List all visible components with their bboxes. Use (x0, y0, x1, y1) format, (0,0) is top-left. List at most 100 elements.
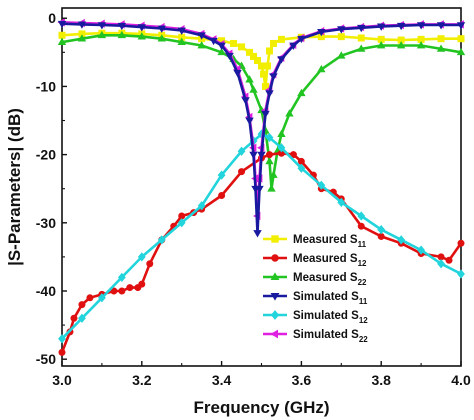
series-simulated-s12 (58, 129, 465, 344)
point-simulated-s11 (225, 52, 234, 61)
point-measured-s22 (245, 75, 254, 83)
point-simulated-s12 (78, 313, 86, 323)
point-simulated-s12 (97, 293, 106, 303)
y-tick-label: -50 (36, 351, 56, 367)
point-simulated-s11 (255, 185, 264, 194)
legend-label-subscript: 11 (358, 240, 367, 249)
point-measured-s12 (357, 222, 365, 230)
point-simulated-s11 (241, 97, 250, 105)
point-simulated-s11 (289, 42, 298, 50)
legend-label-subscript: 12 (359, 316, 368, 325)
point-simulated-s12 (217, 170, 226, 180)
x-tick-label: 4.0 (451, 372, 471, 388)
point-simulated-s11 (245, 117, 254, 125)
point-simulated-s11 (177, 27, 186, 35)
legend-swatch-marker (270, 272, 280, 281)
point-simulated-s12 (177, 218, 186, 228)
point-measured-s22 (396, 41, 406, 49)
point-simulated-s12 (197, 201, 206, 211)
point-simulated-s11 (253, 230, 262, 238)
legend-label: Simulated S11 (293, 291, 368, 306)
y-tick-label: -20 (36, 147, 56, 163)
point-measured-s11 (337, 33, 345, 41)
point-measured-s11 (254, 57, 262, 65)
point-simulated-s11 (137, 24, 146, 32)
point-measured-s22 (416, 41, 426, 49)
point-simulated-s11 (261, 110, 270, 119)
y-tick-label: 0 (48, 10, 56, 26)
point-simulated-s11 (197, 32, 206, 40)
point-measured-s12 (118, 287, 126, 295)
point-measured-s22 (265, 156, 274, 165)
point-measured-s22 (377, 41, 386, 49)
point-simulated-s11 (57, 20, 67, 29)
x-tick-label: 3.6 (292, 372, 312, 388)
legend-label-subscript: 11 (359, 297, 368, 306)
point-measured-s22 (177, 37, 186, 45)
point-simulated-s11 (377, 23, 386, 31)
legend: Measured S11 Measured S12 Measured S22 Simu… (263, 234, 368, 344)
point-measured-s22 (157, 34, 166, 42)
point-measured-s22 (357, 44, 366, 52)
legend-swatch-marker (270, 292, 280, 301)
legend-label: Measured S22 (293, 272, 367, 287)
legend-label-subscript: 22 (358, 278, 367, 287)
point-measured-s11 (230, 39, 238, 47)
point-measured-s12 (58, 348, 66, 356)
point-measured-s11 (357, 34, 365, 42)
point-measured-s22 (456, 47, 466, 56)
point-simulated-s11 (249, 151, 258, 160)
point-measured-s12 (445, 256, 453, 264)
point-measured-s11 (269, 39, 277, 47)
point-simulated-s12 (317, 180, 326, 190)
point-measured-s12 (457, 239, 465, 247)
point-measured-s12 (218, 192, 226, 200)
point-simulated-s11 (297, 35, 306, 44)
point-simulated-s12 (277, 143, 286, 153)
point-measured-s12 (138, 280, 146, 288)
legend-label: Simulated S22 (293, 329, 368, 344)
point-measured-s12 (289, 151, 297, 159)
point-simulated-s11 (416, 22, 426, 30)
point-simulated-s11 (217, 42, 226, 50)
legend-item-simulated-s11: Simulated S11 (263, 291, 368, 306)
point-simulated-s12 (117, 272, 126, 282)
legend-label-subscript: 12 (358, 259, 367, 268)
point-simulated-s12 (337, 197, 346, 207)
point-measured-s22 (137, 32, 146, 40)
point-simulated-s11 (456, 22, 466, 30)
point-simulated-s12 (237, 146, 246, 156)
point-measured-s22 (249, 85, 258, 93)
x-tick-label: 3.0 (52, 372, 72, 388)
legend-item-measured-s22: Measured S22 (263, 272, 367, 287)
point-simulated-s11 (157, 25, 166, 33)
series-simulated-s11 (57, 20, 466, 238)
point-measured-s12 (78, 301, 86, 309)
point-measured-s11 (437, 35, 445, 43)
legend-swatch-marker (271, 235, 279, 243)
point-simulated-s12 (58, 334, 66, 344)
point-simulated-s12 (417, 245, 426, 255)
point-measured-s12 (70, 314, 78, 322)
legend-label: Measured S11 (293, 234, 367, 249)
point-measured-s11 (263, 62, 271, 70)
point-simulated-s11 (233, 69, 242, 78)
point-simulated-s11 (357, 24, 366, 33)
point-measured-s22 (77, 34, 87, 42)
point-measured-s12 (238, 168, 246, 176)
x-tick-label: 3.4 (212, 372, 232, 388)
y-tick-label: -30 (36, 215, 56, 231)
point-simulated-s12 (397, 235, 406, 245)
point-measured-s12 (110, 287, 118, 295)
point-simulated-s11 (269, 73, 278, 81)
point-measured-s11 (257, 62, 265, 70)
point-simulated-s11 (396, 22, 406, 31)
legend-item-measured-s11: Measured S11 (263, 234, 367, 249)
point-measured-s22 (197, 41, 206, 49)
x-axis-title: Frequency (GHz) (193, 398, 329, 417)
point-measured-s22 (297, 88, 306, 97)
legend-item-simulated-s12: Simulated S12 (263, 310, 368, 325)
point-measured-s22 (285, 109, 294, 117)
point-measured-s22 (217, 47, 226, 56)
point-simulated-s12 (157, 235, 166, 245)
